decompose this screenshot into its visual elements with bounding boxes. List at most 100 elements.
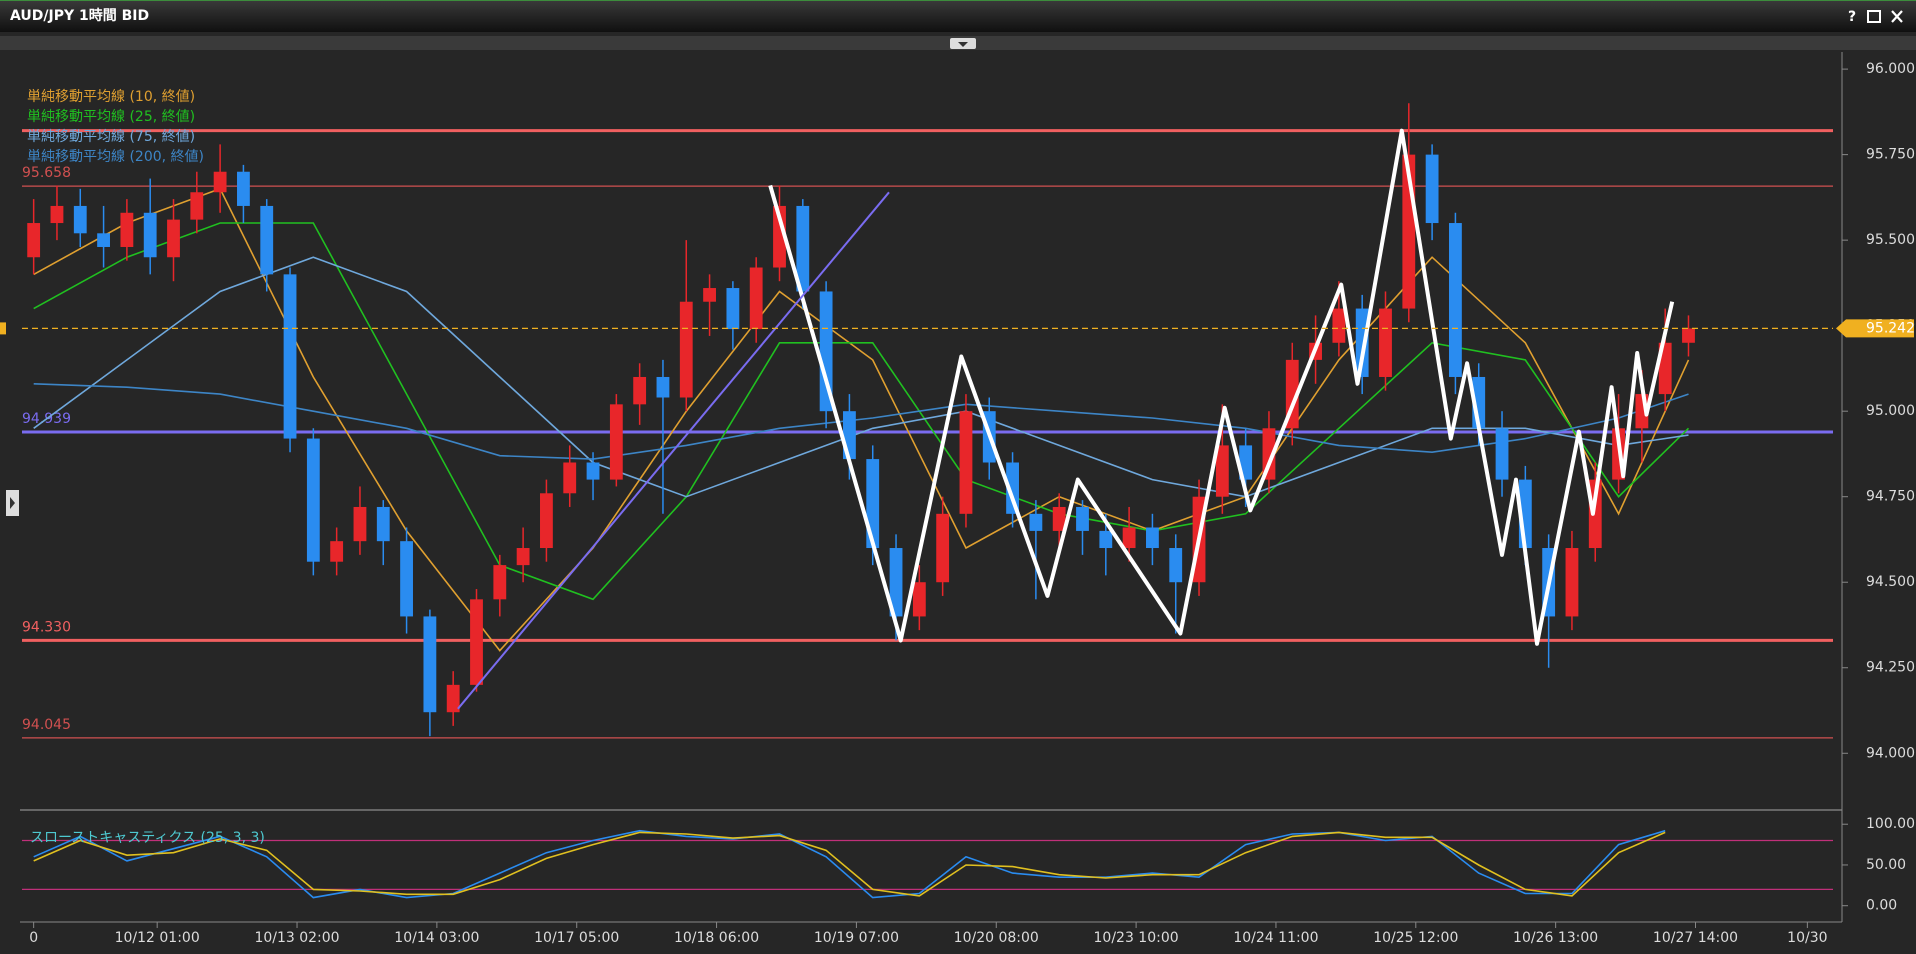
candle-body [796,205,810,292]
candle-body [423,616,437,713]
x-tick-label: 10/19 07:00 [814,930,899,946]
candle-body [1379,308,1392,377]
candle-body [470,599,483,685]
candle-body [1588,479,1602,549]
candle-body [633,376,647,405]
candle-body [866,459,880,549]
candle-body [656,376,670,398]
candle-body [260,205,274,275]
osc-y-tick-label: 0.00 [1866,898,1897,914]
candle-body [703,288,716,302]
x-tick-label: 10/12 01:00 [115,930,200,946]
window-title: AUD/JPY 1時間 BID [10,7,149,24]
candle-body [819,291,833,412]
y-tick-label: 95.000 [1866,403,1915,419]
last-price-label: 95.242 [1866,320,1915,336]
candle-body [283,274,297,439]
candle-body [1215,445,1229,497]
x-tick-label: 10/13 02:00 [254,930,339,946]
moving-average-line [33,222,1690,601]
side-panel-icon [10,497,15,509]
candle-body [143,212,157,258]
candle-body [1052,506,1066,531]
osc-y-tick-label: 50.00 [1866,857,1906,873]
candle-body [773,205,786,268]
title-bar [0,0,1916,32]
y-tick-label: 94.750 [1866,489,1915,505]
x-tick-label: 10/17 05:00 [534,930,619,946]
candle-body [540,493,553,549]
y-tick-label: 94.000 [1866,745,1915,761]
x-tick-label: 10/26 13:00 [1513,930,1598,946]
candle-body [167,219,180,258]
x-tick-label: 0 [29,930,38,946]
candle-body [97,233,110,247]
x-tick-label: 10/24 11:00 [1233,930,1318,946]
candle-body [330,541,344,562]
candle-body [120,212,134,247]
legend-entry: 単純移動平均線 (25, 終値) [27,109,195,125]
candle-body [213,171,227,193]
candle-body [1565,548,1579,617]
candle-body [1495,428,1509,480]
collapse-icon [958,42,968,47]
candle-body [73,205,87,234]
candle-body [889,548,903,617]
x-tick-label: 10/30 [1787,930,1827,946]
candle-body [1682,328,1695,343]
candle-body [726,288,740,330]
moving-average-line [33,187,1690,652]
candle-body [959,411,973,514]
candle-body [516,548,530,566]
candle-body [1029,513,1043,531]
candle-body [1006,462,1019,514]
x-tick-label: 10/14 03:00 [394,930,479,946]
x-tick-label: 10/27 14:00 [1653,930,1738,946]
candle-body [563,462,577,494]
candle-body [237,171,250,206]
candle-body [1099,530,1113,549]
last-price-marker [0,322,6,335]
moving-average-line [33,256,1689,498]
legend-entry: 単純移動平均線 (75, 終値) [27,129,195,145]
x-tick-label: 10/23 10:00 [1094,930,1179,946]
close-button[interactable] [1891,10,1903,23]
candle-body [1425,154,1439,224]
candle-body [493,565,507,600]
candle-body [1146,527,1159,549]
y-tick-label: 94.250 [1866,660,1915,676]
candle-body [936,513,950,583]
level-label: 94.330 [22,619,71,635]
osc-title: スローストキャスティクス (25, 3, 3) [30,830,265,846]
legend-entry: 単純移動平均線 (10, 終値) [27,89,195,105]
osc-y-tick-label: 100.00 [1866,816,1915,832]
help-button[interactable]: ? [1848,9,1856,25]
x-tick-label: 10/20 08:00 [954,930,1039,946]
candle-body [1332,308,1346,343]
candle-body [306,438,320,562]
osc-line [33,831,1666,897]
candle-body [353,506,367,542]
y-tick-label: 95.500 [1866,232,1915,248]
x-tick-label: 10/18 06:00 [674,930,759,946]
maximize-button[interactable] [1867,10,1881,23]
candle-body [1355,308,1369,377]
candle-body [27,223,41,258]
moving-average-line [33,383,1689,460]
level-label: 94.045 [22,717,71,733]
candle-body [1169,548,1183,583]
y-tick-label: 96.000 [1866,61,1915,77]
trend-drawing [457,191,890,710]
candle-body [446,684,460,713]
candle-body [1449,223,1462,377]
osc-line [33,829,1666,899]
candle-body [376,506,390,542]
candle-body [50,205,64,224]
last-price-tag [1836,319,1914,338]
legend-entry: 単純移動平均線 (200, 終値) [27,149,204,165]
candle-body [912,582,926,617]
x-tick-label: 10/25 12:00 [1373,930,1458,946]
y-tick-label: 94.500 [1866,574,1915,590]
